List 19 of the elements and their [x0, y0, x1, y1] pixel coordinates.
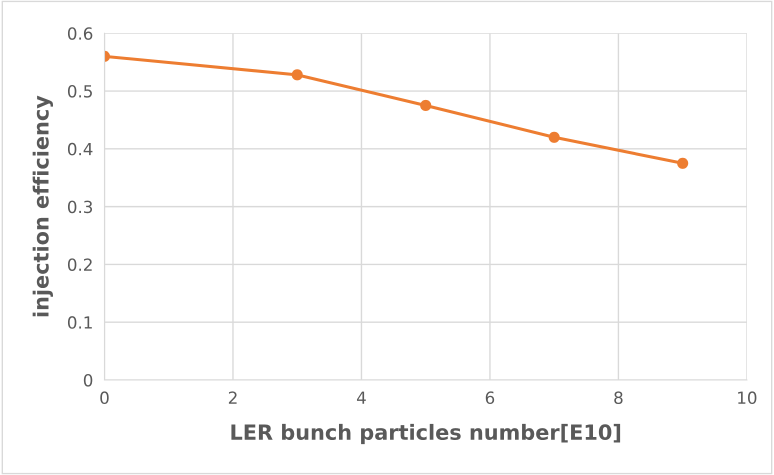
x-tick-label: 6	[486, 391, 494, 404]
point	[420, 100, 432, 112]
x-axis-title: LER bunch particles number[E10]	[231, 424, 620, 444]
y-tick-label: 0.5	[68, 85, 92, 98]
y-tick-label: 0.1	[68, 316, 92, 329]
y-tick-label: 0.6	[68, 27, 92, 40]
y-tick-label: 0.2	[68, 258, 92, 271]
x-tick-label: 4	[356, 392, 366, 404]
point	[677, 158, 688, 169]
y-axis-title: injection efficiency	[32, 96, 53, 316]
x-tick-label: 2	[228, 391, 237, 404]
point	[548, 132, 560, 143]
x-tick-label: 0	[100, 391, 109, 404]
y-tick-label: 0.4	[68, 142, 92, 156]
point	[292, 69, 303, 80]
x-tick-label: 8	[614, 391, 623, 404]
y-tick-label: 0	[84, 374, 92, 387]
x-tick-label: 10	[738, 391, 756, 404]
y-tick-label: 0.3	[68, 200, 92, 214]
